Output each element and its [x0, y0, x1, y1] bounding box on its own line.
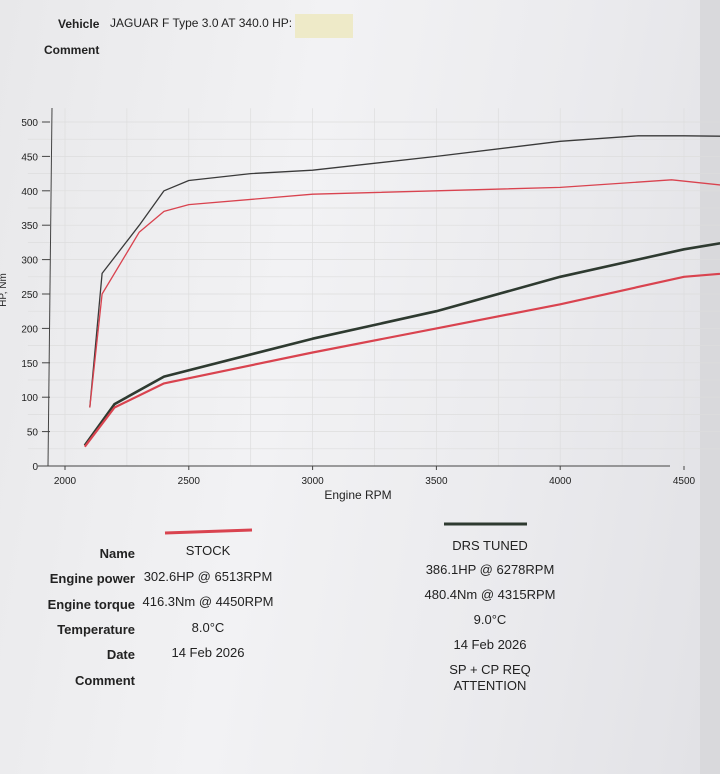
label-temperature: Temperature	[57, 622, 135, 637]
y-tick-label: 400	[21, 187, 38, 198]
series-stock-torque	[89, 179, 720, 408]
series-drs-tuned-torque	[89, 135, 720, 408]
tuned-name: DRS TUNED	[452, 538, 528, 553]
label-comment: Comment	[75, 673, 135, 688]
stock-power: 302.6HP @ 6513RPM	[143, 569, 273, 584]
label-date: Date	[106, 647, 135, 662]
tuned-torque: 480.4Nm @ 4315RPM	[424, 587, 556, 602]
tuned-power: 386.1HP @ 6278RPM	[425, 562, 555, 577]
stock-date: 14 Feb 2026	[171, 645, 245, 660]
masking-tape	[295, 14, 353, 38]
y-tick-label: 100	[21, 393, 38, 404]
chart-grid	[27, 108, 720, 466]
y-tick-label: 200	[21, 324, 38, 335]
dyno-chart: 2000250030003500400045005000550060006500…	[0, 107, 720, 502]
tuned-comment-line2: ATTENTION	[453, 678, 527, 693]
tuned-comment-line1: SP + CP REQ	[449, 662, 531, 677]
stock-torque: 416.3Nm @ 4450RPM	[142, 594, 274, 609]
chart-axes: 2000250030003500400045005000550060006500…	[21, 107, 696, 487]
x-tick-label: 4000	[549, 476, 572, 487]
x-axis-label: Engine RPM	[324, 488, 391, 502]
y-tick-label: 150	[21, 359, 38, 370]
series-drs-tuned-power	[83, 241, 720, 447]
y-tick-label: 300	[21, 256, 38, 267]
x-tick-label: 3000	[301, 476, 324, 487]
label-torque: Engine torque	[47, 597, 135, 612]
y-axis	[47, 107, 53, 467]
dyno-printout	[0, 0, 700, 774]
comment-label: Comment	[44, 43, 100, 57]
vehicle-label: Vehicle	[58, 17, 100, 31]
stock-name: STOCK	[185, 543, 231, 558]
chart-series	[83, 135, 720, 448]
x-tick-label: 3500	[425, 476, 448, 487]
y-tick-label: 500	[21, 118, 38, 129]
x-tick-label: 4500	[673, 476, 696, 487]
y-tick-label: 450	[21, 152, 38, 163]
x-tick-label: 2000	[54, 476, 77, 487]
y-tick-label: 50	[27, 428, 39, 439]
y-axis-label: HP, Nm	[0, 273, 9, 307]
label-power: Engine power	[49, 571, 135, 586]
tuned-temperature: 9.0°C	[473, 612, 507, 627]
label-name: Name	[99, 546, 135, 561]
y-tick-label: 0	[32, 462, 38, 473]
series-stock-power	[83, 272, 720, 448]
x-tick-label: 2500	[178, 476, 201, 487]
vehicle-value: JAGUAR F Type 3.0 AT 340.0 HP:	[110, 16, 293, 30]
y-tick-label: 250	[21, 290, 38, 301]
stock-temperature: 8.0°C	[191, 620, 225, 635]
tuned-date: 14 Feb 2026	[453, 637, 527, 652]
y-tick-label: 350	[21, 221, 38, 232]
